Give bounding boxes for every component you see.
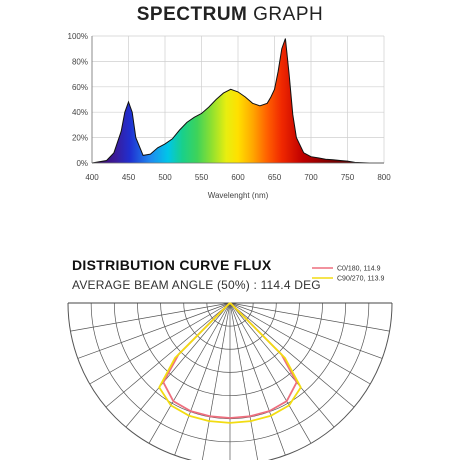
polar-spoke <box>148 302 231 444</box>
spectrum-y-ticks: 0% 20% 40% 60% 80% 100% <box>68 32 88 168</box>
polar-curve <box>158 302 302 424</box>
distribution-subtitle: AVERAGE BEAM ANGLE (50%) : 114.4 DEG <box>72 278 321 292</box>
polar-spoke <box>229 302 390 332</box>
spectrum-title: SPECTRUM GRAPH <box>0 4 460 26</box>
spectrum-x-tick: 450 <box>122 173 136 182</box>
spectrum-line <box>91 38 384 164</box>
spectrum-x-tick: 800 <box>377 173 391 182</box>
legend-label: C90/270, 113.9 <box>337 276 384 283</box>
spectrum-x-tick: 500 <box>158 173 172 182</box>
spectrum-chart: 400 450 500 550 600 650 700 750 800 0% 20% 40% 60% 8… <box>68 32 392 200</box>
polar-ring <box>67 302 393 460</box>
polar-legend: C0/180, 114.9 C90/270, 113.9 <box>312 266 384 283</box>
polar-spoke <box>229 302 335 428</box>
polar-spoke <box>125 302 231 428</box>
polar-grid <box>67 302 393 460</box>
spectrum-y-tick: 80% <box>72 57 88 66</box>
polar-spoke <box>174 302 231 456</box>
spectrum-y-tick: 20% <box>72 134 88 143</box>
spectrum-y-tick: 100% <box>68 32 88 41</box>
polar-spoke <box>89 302 231 385</box>
spectrum-area <box>92 38 384 163</box>
polar-curves <box>158 302 302 424</box>
polar-spoke <box>229 302 371 385</box>
spectrum-y-tick: 40% <box>72 108 88 117</box>
spectrum-x-tick: 600 <box>231 173 245 182</box>
spectrum-title-bold: SPECTRUM <box>136 4 248 25</box>
polar-spoke <box>229 302 383 359</box>
polar-spoke <box>201 302 231 460</box>
polar-spoke <box>70 302 231 332</box>
polar-spoke <box>229 302 355 408</box>
spectrum-x-label: Wavelenght (nm) <box>208 191 269 200</box>
spectrum-x-tick: 550 <box>195 173 209 182</box>
spectrum-x-tick: 750 <box>341 173 355 182</box>
legend-label: C0/180, 114.9 <box>337 266 381 273</box>
polar-spoke <box>229 302 286 456</box>
spectrum-axes <box>91 36 384 164</box>
spectrum-y-tick: 0% <box>76 159 88 168</box>
spectrum-x-tick: 650 <box>268 173 282 182</box>
polar-spoke <box>229 302 259 460</box>
spectrum-y-tick: 60% <box>72 83 88 92</box>
spectrum-x-ticks: 400 450 500 550 600 650 700 750 800 <box>85 173 391 182</box>
polar-spoke <box>105 302 231 408</box>
distribution-title: DISTRIBUTION CURVE FLUX <box>72 257 272 273</box>
polar-curve <box>162 302 298 419</box>
polar-spoke <box>77 302 231 359</box>
spectrum-x-tick: 700 <box>304 173 318 182</box>
polar-spoke <box>229 302 312 444</box>
spectrum-x-tick: 400 <box>85 173 99 182</box>
spectrum-title-rest: GRAPH <box>253 4 324 25</box>
